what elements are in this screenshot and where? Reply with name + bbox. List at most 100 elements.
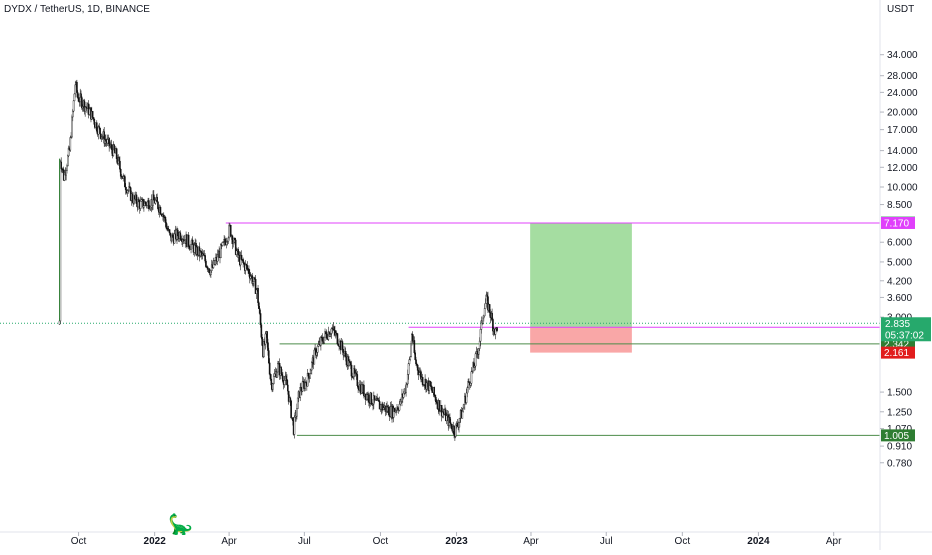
candle-body: [188, 245, 191, 249]
candle-body: [342, 349, 345, 356]
candle-body: [106, 139, 109, 144]
x-tick-label: Apr: [523, 536, 539, 547]
candle-body: [231, 235, 234, 245]
candle-body: [344, 351, 347, 358]
candle-body: [143, 205, 145, 208]
candle-body: [252, 281, 254, 284]
candle-body: [306, 373, 309, 387]
symbol-title[interactable]: DYDX / TetherUS, 1D, BINANCE: [4, 4, 150, 15]
price-tag: [881, 346, 915, 359]
candle-body: [67, 147, 70, 157]
candle-body: [370, 392, 373, 404]
candle-body: [208, 268, 211, 273]
candle-body: [392, 407, 395, 418]
candle-body: [430, 385, 433, 391]
candle-body: [461, 411, 464, 419]
candle-body: [463, 404, 465, 409]
candle-body: [119, 160, 121, 170]
x-tick-label: Apr: [221, 536, 237, 547]
candle-body: [425, 382, 428, 390]
candle-body: [267, 342, 269, 351]
x-tick-label: Oct: [675, 536, 691, 547]
candle-body: [234, 238, 236, 241]
candle-body: [202, 253, 205, 256]
candle-body: [240, 254, 243, 260]
countdown-label: 05:37:02: [885, 330, 924, 341]
x-tick-label: Jul: [298, 536, 311, 547]
candle-body: [486, 294, 488, 297]
candle-body: [100, 133, 102, 139]
candle-body: [398, 404, 401, 411]
candle-body: [115, 148, 118, 159]
candle-body: [124, 186, 127, 191]
candle-body: [415, 359, 417, 365]
candle-body: [356, 374, 359, 386]
candle-body: [363, 384, 365, 397]
tradingview-logo-icon[interactable]: 🦕: [168, 514, 193, 536]
candle-body: [459, 418, 461, 423]
candle-body: [74, 84, 77, 95]
y-tick-label: 1.500: [887, 388, 912, 399]
candle-body: [177, 229, 179, 237]
candle-body: [293, 416, 296, 435]
candle-body: [449, 417, 451, 424]
candle-body: [323, 336, 326, 344]
candle-body: [313, 349, 316, 365]
candles: [58, 79, 498, 442]
candle-body: [91, 111, 94, 118]
candle-body: [336, 333, 339, 345]
candle-body: [124, 176, 126, 188]
candle-body: [210, 270, 212, 275]
candle-body: [286, 379, 288, 386]
candle-body: [110, 144, 113, 150]
candle-body: [66, 165, 68, 171]
candle-body: [411, 334, 414, 342]
candle-body: [260, 324, 263, 338]
candle-body: [229, 225, 232, 237]
candle-body: [357, 385, 359, 389]
candle-body: [276, 371, 278, 378]
candle-body: [172, 234, 174, 238]
candle-body: [496, 327, 498, 331]
candle-body: [80, 93, 82, 98]
candle-body: [450, 423, 453, 429]
candle-body: [190, 243, 192, 250]
candle-body: [325, 331, 327, 335]
candle-body: [377, 397, 379, 401]
candle-body: [414, 352, 416, 360]
candle-body: [320, 336, 322, 346]
candle-body: [72, 100, 75, 112]
candle-body: [329, 334, 331, 337]
candle-body: [382, 407, 385, 410]
candle-body: [71, 116, 73, 138]
y-tick-label: 24.000: [887, 88, 918, 99]
candle-body: [321, 337, 324, 342]
candle-body: [462, 407, 464, 412]
x-tick-label: 2022: [144, 536, 167, 547]
candle-body: [407, 363, 410, 375]
candle-body: [65, 170, 67, 176]
candle-body: [204, 255, 206, 262]
x-axis-ticks: Oct 2022 Apr Jul Oct 2023 Apr Jul Oct 2024 Apr: [71, 532, 842, 547]
candle-body: [144, 201, 147, 204]
candle-body: [131, 193, 134, 202]
y-tick-label: 0.910: [887, 442, 912, 453]
candle-body: [137, 199, 139, 208]
candle-body: [97, 126, 100, 135]
candle-body: [316, 346, 319, 353]
candle-body: [108, 137, 110, 147]
candle-body: [154, 200, 157, 204]
candle-body: [81, 106, 84, 109]
candle-body: [272, 383, 274, 390]
candle-body: [468, 381, 470, 383]
y-tick-label: 28.000: [887, 71, 918, 82]
y-tick-label: 6.000: [887, 238, 912, 249]
candle-body: [465, 392, 468, 403]
loss-zone: [530, 327, 632, 353]
candle-body: [280, 367, 283, 375]
currency-label[interactable]: USDT: [887, 4, 915, 15]
candle-body: [76, 92, 79, 98]
